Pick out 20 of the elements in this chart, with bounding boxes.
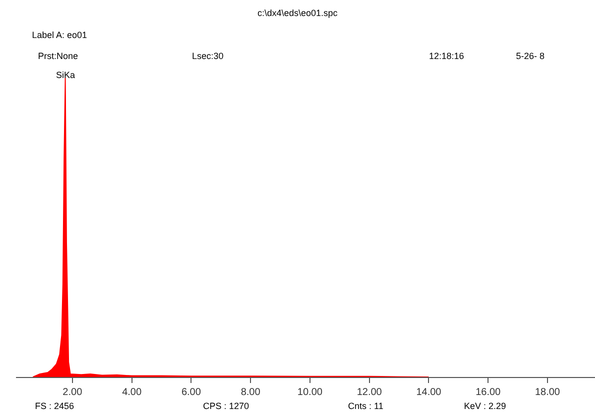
text: CPS : 1270: [203, 401, 250, 411]
x-tick-label: 14.00: [416, 387, 442, 398]
chart-title: c:\dx4\eds\eo01.spc: [257, 8, 338, 18]
x-tick-label: 10.00: [297, 387, 323, 398]
annotation: SiKa: [56, 70, 76, 80]
text: Lsec:30: [192, 51, 224, 61]
x-tick-label: 4.00: [122, 387, 142, 398]
text: KeV : 2.29: [464, 401, 506, 411]
x-tick-label: 6.00: [181, 387, 202, 398]
x-tick-label: 16.00: [476, 387, 502, 398]
text: Prst:None: [38, 51, 78, 61]
text: Cnts : 11: [348, 401, 384, 411]
text: 12:18:16: [429, 51, 464, 61]
x-tick-label: 18.00: [534, 387, 560, 398]
text: Label A: eo01: [32, 30, 88, 40]
text: FS : 2456: [35, 401, 74, 411]
x-tick-label: 8.00: [240, 387, 261, 398]
x-tick-label: 12.00: [356, 387, 382, 398]
text: 5-26- 8: [516, 51, 545, 61]
x-tick-label: 2.00: [62, 387, 83, 398]
